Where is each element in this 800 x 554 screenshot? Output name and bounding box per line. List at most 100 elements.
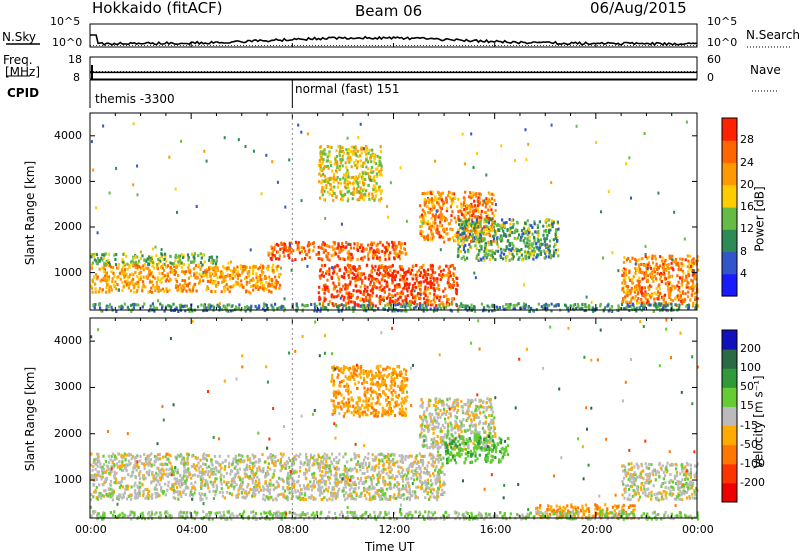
power-cell [150, 255, 153, 259]
power-cell [494, 209, 497, 212]
power-cell [436, 307, 439, 311]
power-cell [362, 183, 365, 187]
power-cell [346, 170, 349, 174]
power-cell [475, 233, 478, 237]
velocity-cell [408, 490, 411, 494]
power-cell [143, 258, 146, 262]
velocity-cell [326, 498, 329, 502]
power-cell [381, 249, 384, 253]
power-cell [523, 230, 526, 234]
power-cell [364, 287, 367, 291]
power-cell [680, 262, 683, 265]
power-cell [206, 285, 209, 289]
power-cell [356, 163, 359, 167]
power-cell [348, 276, 351, 280]
power-cell [194, 276, 197, 279]
power-cell [446, 281, 449, 285]
power-cell [433, 292, 436, 296]
power-cell [270, 252, 273, 256]
power-cell [446, 232, 449, 236]
velocity-cell [354, 454, 357, 458]
power-cell [623, 277, 627, 281]
power-cell [289, 243, 291, 247]
power-cell [667, 262, 670, 266]
power-cell [132, 281, 135, 285]
power-cell [161, 304, 164, 308]
power-cell [407, 286, 410, 290]
power-cell [177, 274, 180, 277]
power-cell [267, 251, 270, 255]
power-cell [661, 256, 664, 260]
power-cell [397, 309, 400, 313]
power-cell [509, 302, 512, 306]
power-cell [625, 258, 629, 262]
power-cell [177, 254, 180, 258]
power-cell [488, 200, 492, 204]
power-cell [447, 298, 450, 301]
velocity-cell [400, 493, 403, 497]
power-cell [354, 275, 357, 279]
velocity-cell [307, 463, 310, 467]
power-cell [98, 267, 101, 271]
power-cell [349, 268, 352, 272]
power-cell [693, 269, 696, 273]
power-cell [403, 279, 407, 283]
power-cell [324, 285, 327, 289]
power-cell [525, 257, 528, 261]
power-cell [326, 244, 329, 248]
power-cell [118, 305, 121, 309]
power-cell [345, 241, 348, 244]
power-cell [388, 299, 391, 303]
power-cell [438, 230, 441, 234]
power-cell [95, 261, 98, 265]
power-cell [355, 187, 359, 191]
velocity-cell [167, 480, 170, 484]
power-cell [232, 284, 235, 287]
power-cell [657, 305, 660, 308]
power-cell [378, 286, 381, 290]
power-cell [101, 309, 104, 313]
power-cell [677, 268, 680, 272]
power-cell [456, 217, 459, 221]
velocity-cell [214, 480, 217, 484]
power-cell [152, 247, 154, 251]
power-cell [370, 148, 373, 152]
velocity-cell [389, 465, 392, 469]
power-cell [326, 145, 329, 148]
velocity-cell [212, 489, 215, 493]
power-cell [521, 234, 524, 238]
power-cell [463, 245, 466, 249]
power-cell [685, 283, 688, 287]
power-cell [487, 240, 490, 244]
velocity-cell [185, 478, 188, 482]
power-cell [158, 279, 161, 283]
power-cell [661, 272, 665, 276]
velocity-cell [267, 462, 270, 466]
power-cell [457, 242, 460, 246]
power-cell [209, 280, 212, 284]
velocity-cell [353, 466, 357, 470]
power-cell [101, 266, 104, 270]
power-cell [368, 306, 371, 309]
power-cell [401, 265, 404, 269]
power-cell [512, 303, 515, 307]
power-cell [148, 289, 152, 293]
power-cell [262, 271, 265, 274]
power-cell [686, 285, 689, 289]
power-cell [323, 248, 326, 252]
power-cell [364, 276, 367, 280]
power-cell [590, 300, 593, 304]
velocity-cell [310, 494, 313, 498]
power-cell [339, 150, 342, 154]
velocity-cell [442, 464, 445, 468]
power-cell [131, 259, 134, 263]
velocity-cell [334, 492, 337, 496]
power-cell [126, 305, 129, 309]
power-cell [182, 256, 185, 259]
power-cell [287, 253, 290, 257]
power-cell [646, 293, 649, 297]
power-cell [520, 253, 523, 257]
velocity-cell [172, 491, 176, 495]
power-cell [445, 264, 448, 268]
power-cell [500, 223, 503, 227]
